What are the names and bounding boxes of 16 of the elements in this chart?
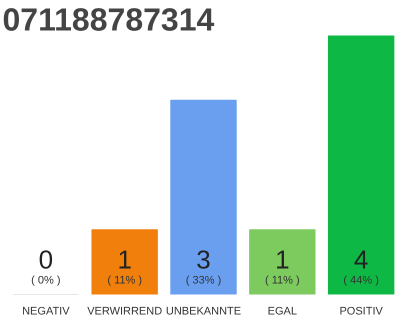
annotation: ( 44% ) (343, 274, 379, 286)
x-tick-label: EGAL (268, 306, 298, 318)
data-label: 4 (354, 244, 368, 274)
data-label: 0 (38, 244, 54, 274)
annotation: ( 11% ) (107, 274, 142, 286)
data-label: 1 (117, 244, 132, 274)
data-label: 3 (196, 244, 211, 274)
x-tick-label: UNBEKANNTE (166, 306, 242, 318)
chart-title: 071188787314 (2, 2, 214, 38)
data-label: 1 (275, 244, 290, 274)
x-tick-label: VERWIRREND (87, 306, 162, 318)
annotation: ( 0% ) (31, 274, 61, 286)
x-tick-label: NEGATIV (22, 306, 70, 318)
annotation: ( 11% ) (265, 274, 300, 286)
x-tick-label: POSITIV (339, 306, 384, 318)
annotation: ( 33% ) (186, 274, 222, 286)
